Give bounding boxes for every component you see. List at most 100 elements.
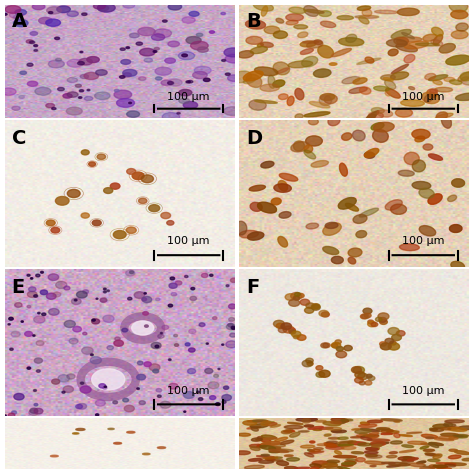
- Circle shape: [222, 59, 226, 62]
- Circle shape: [67, 374, 75, 379]
- Circle shape: [117, 99, 135, 107]
- Ellipse shape: [323, 246, 339, 255]
- Ellipse shape: [391, 72, 409, 80]
- Ellipse shape: [451, 10, 468, 19]
- Text: D: D: [246, 129, 262, 148]
- Ellipse shape: [398, 170, 414, 176]
- Ellipse shape: [273, 62, 290, 75]
- Circle shape: [198, 398, 203, 401]
- Ellipse shape: [383, 78, 393, 82]
- Ellipse shape: [446, 55, 470, 65]
- Ellipse shape: [399, 435, 412, 437]
- Circle shape: [144, 292, 146, 294]
- Ellipse shape: [246, 74, 262, 88]
- Ellipse shape: [412, 160, 426, 172]
- Ellipse shape: [267, 460, 283, 461]
- Text: 100 μm: 100 μm: [167, 92, 210, 102]
- Circle shape: [120, 48, 125, 50]
- Ellipse shape: [376, 428, 390, 430]
- Circle shape: [36, 274, 40, 277]
- Ellipse shape: [255, 438, 277, 440]
- Circle shape: [291, 292, 302, 300]
- Circle shape: [107, 290, 109, 292]
- Ellipse shape: [346, 203, 358, 211]
- Circle shape: [8, 413, 15, 418]
- Circle shape: [184, 411, 186, 412]
- Ellipse shape: [444, 422, 453, 427]
- Ellipse shape: [449, 225, 462, 232]
- Circle shape: [15, 9, 27, 15]
- Ellipse shape: [382, 462, 395, 464]
- Ellipse shape: [310, 441, 315, 443]
- Ellipse shape: [278, 94, 288, 100]
- Ellipse shape: [436, 113, 453, 119]
- Circle shape: [162, 112, 180, 121]
- Ellipse shape: [448, 455, 461, 459]
- Ellipse shape: [402, 445, 414, 447]
- Ellipse shape: [441, 428, 451, 430]
- Ellipse shape: [253, 419, 267, 422]
- Ellipse shape: [428, 194, 442, 204]
- Ellipse shape: [319, 427, 333, 429]
- Ellipse shape: [261, 421, 271, 426]
- Ellipse shape: [334, 421, 346, 424]
- Circle shape: [149, 364, 160, 371]
- Circle shape: [55, 58, 62, 61]
- Circle shape: [335, 340, 341, 344]
- Ellipse shape: [366, 455, 382, 458]
- Ellipse shape: [259, 460, 273, 463]
- Circle shape: [311, 305, 320, 310]
- Circle shape: [138, 27, 155, 36]
- Circle shape: [83, 290, 89, 293]
- Circle shape: [62, 391, 65, 393]
- Ellipse shape: [249, 185, 265, 191]
- Circle shape: [11, 331, 20, 337]
- Ellipse shape: [300, 49, 313, 55]
- Ellipse shape: [313, 69, 331, 77]
- Circle shape: [396, 330, 405, 336]
- Circle shape: [344, 346, 352, 351]
- Circle shape: [388, 328, 399, 335]
- Circle shape: [221, 12, 226, 15]
- Circle shape: [225, 73, 230, 75]
- Circle shape: [228, 318, 235, 321]
- Ellipse shape: [286, 14, 303, 21]
- Ellipse shape: [273, 31, 287, 38]
- Ellipse shape: [337, 16, 354, 20]
- Circle shape: [316, 372, 325, 377]
- Circle shape: [92, 220, 101, 226]
- Ellipse shape: [298, 32, 308, 38]
- Ellipse shape: [365, 148, 379, 157]
- Text: F: F: [246, 278, 259, 297]
- Ellipse shape: [250, 424, 268, 428]
- Circle shape: [123, 69, 137, 76]
- Circle shape: [123, 2, 135, 8]
- Circle shape: [212, 317, 217, 319]
- Ellipse shape: [273, 80, 285, 87]
- Ellipse shape: [360, 422, 370, 425]
- Ellipse shape: [268, 75, 275, 88]
- Circle shape: [306, 303, 315, 309]
- Ellipse shape: [456, 23, 468, 31]
- Circle shape: [34, 49, 37, 51]
- Circle shape: [137, 374, 146, 380]
- Circle shape: [136, 42, 143, 45]
- Ellipse shape: [325, 222, 338, 228]
- Ellipse shape: [397, 8, 419, 16]
- Circle shape: [13, 15, 22, 19]
- Circle shape: [323, 343, 330, 347]
- Ellipse shape: [328, 116, 340, 126]
- Ellipse shape: [419, 188, 434, 198]
- Ellipse shape: [433, 454, 442, 459]
- Ellipse shape: [303, 41, 319, 43]
- Circle shape: [297, 335, 306, 340]
- Ellipse shape: [276, 461, 289, 465]
- Circle shape: [121, 60, 131, 64]
- Ellipse shape: [320, 21, 336, 27]
- Ellipse shape: [324, 434, 331, 436]
- Ellipse shape: [409, 87, 415, 90]
- Ellipse shape: [331, 256, 343, 264]
- Circle shape: [293, 296, 300, 300]
- Ellipse shape: [342, 465, 353, 466]
- Circle shape: [336, 346, 344, 351]
